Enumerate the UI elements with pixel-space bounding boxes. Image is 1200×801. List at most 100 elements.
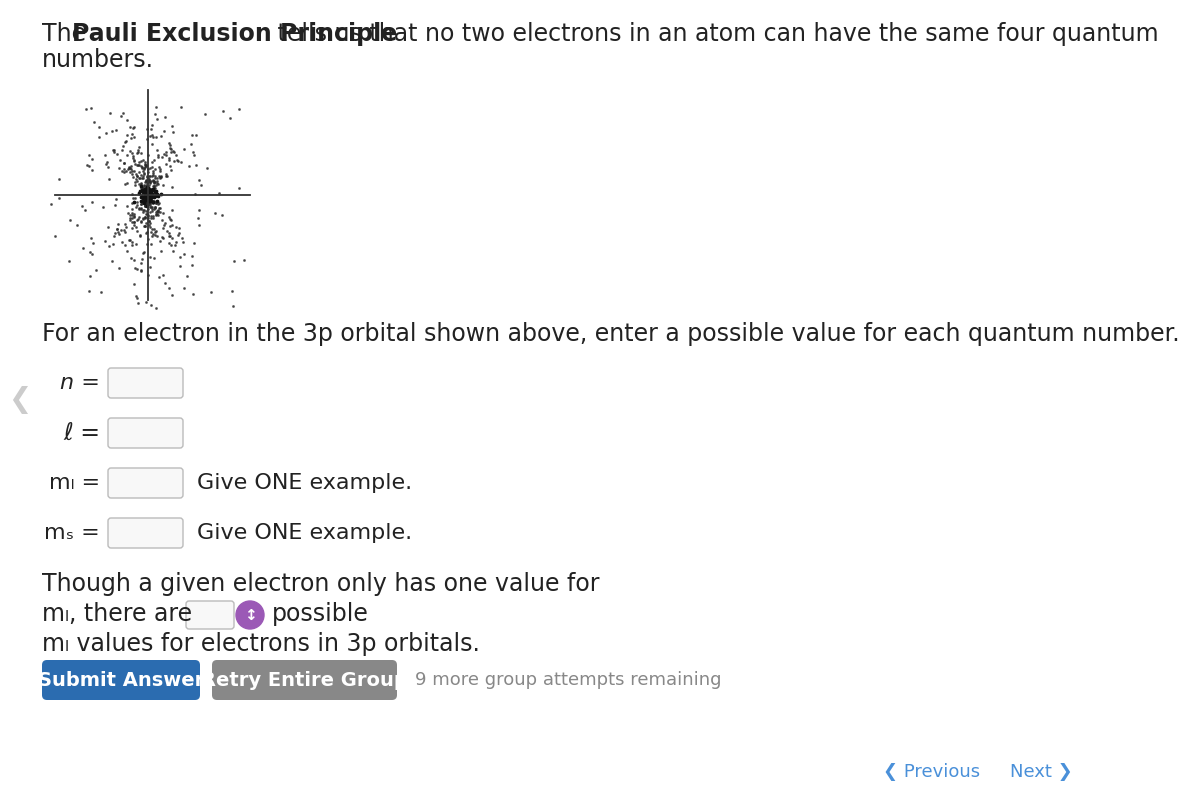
Point (142, 201, 161, 214)
Point (139, 186, 158, 199)
Point (138, 190, 157, 203)
Point (108, 218, 127, 231)
Point (138, 188, 157, 201)
Point (146, 200, 166, 213)
Point (137, 193, 156, 206)
Point (133, 185, 152, 198)
Point (144, 183, 163, 195)
Point (136, 210, 155, 223)
Point (97, 127, 116, 140)
Point (79, 284, 98, 297)
Point (107, 147, 126, 160)
Point (73, 242, 92, 255)
Point (132, 159, 151, 172)
Point (156, 146, 175, 159)
Point (140, 191, 160, 203)
Point (140, 184, 160, 197)
Point (156, 158, 175, 171)
Point (174, 142, 193, 155)
Point (134, 179, 154, 191)
Point (162, 231, 181, 244)
Text: numbers.: numbers. (42, 48, 154, 72)
Point (138, 199, 157, 212)
Point (160, 227, 179, 239)
Point (138, 188, 157, 201)
Point (136, 185, 155, 198)
Point (136, 196, 155, 209)
Point (125, 278, 144, 291)
Point (130, 159, 149, 171)
Point (138, 183, 157, 196)
Point (132, 147, 151, 160)
Point (145, 170, 164, 183)
Point (144, 176, 163, 189)
Point (136, 196, 155, 209)
Point (139, 208, 158, 221)
Point (137, 185, 156, 198)
Point (82, 248, 101, 260)
Point (136, 182, 155, 195)
Point (122, 188, 142, 201)
Point (120, 234, 139, 247)
Point (133, 171, 152, 184)
Point (115, 135, 134, 148)
Point (79, 160, 98, 173)
Point (145, 163, 164, 176)
Point (223, 284, 242, 297)
Point (49, 192, 68, 205)
Point (140, 190, 160, 203)
Point (205, 207, 224, 219)
Point (169, 227, 188, 239)
Point (142, 175, 161, 187)
Point (125, 209, 144, 222)
Point (140, 199, 160, 211)
Point (103, 125, 122, 138)
Point (133, 191, 152, 204)
Point (144, 191, 163, 203)
Point (124, 150, 143, 163)
Point (134, 196, 154, 209)
Point (136, 190, 155, 203)
Point (139, 172, 158, 185)
Point (138, 193, 157, 206)
Point (107, 223, 126, 235)
Point (130, 229, 149, 242)
Point (121, 131, 140, 144)
Point (146, 101, 166, 114)
Point (144, 179, 163, 192)
Point (138, 187, 157, 199)
Point (137, 186, 156, 199)
Text: ↕: ↕ (244, 607, 257, 622)
FancyBboxPatch shape (212, 660, 397, 700)
Point (149, 198, 168, 211)
Point (83, 152, 102, 165)
Point (144, 154, 163, 167)
Point (136, 185, 155, 198)
Point (167, 235, 186, 248)
Point (137, 216, 156, 229)
Point (127, 224, 146, 237)
Point (80, 269, 100, 282)
Point (134, 219, 154, 232)
Point (143, 187, 162, 200)
Point (80, 245, 100, 258)
Point (138, 198, 157, 211)
Point (154, 207, 173, 219)
Point (139, 175, 158, 188)
Point (118, 149, 137, 162)
Point (115, 163, 134, 175)
Point (190, 204, 209, 217)
Point (107, 223, 126, 235)
Point (138, 190, 157, 203)
Point (139, 175, 158, 188)
Point (122, 236, 142, 249)
Point (110, 154, 130, 167)
Point (148, 112, 167, 125)
Point (113, 140, 132, 153)
Point (134, 183, 154, 196)
Text: mₛ =: mₛ = (44, 523, 100, 543)
Point (140, 176, 160, 189)
Point (132, 198, 151, 211)
Point (139, 170, 158, 183)
Point (169, 154, 188, 167)
